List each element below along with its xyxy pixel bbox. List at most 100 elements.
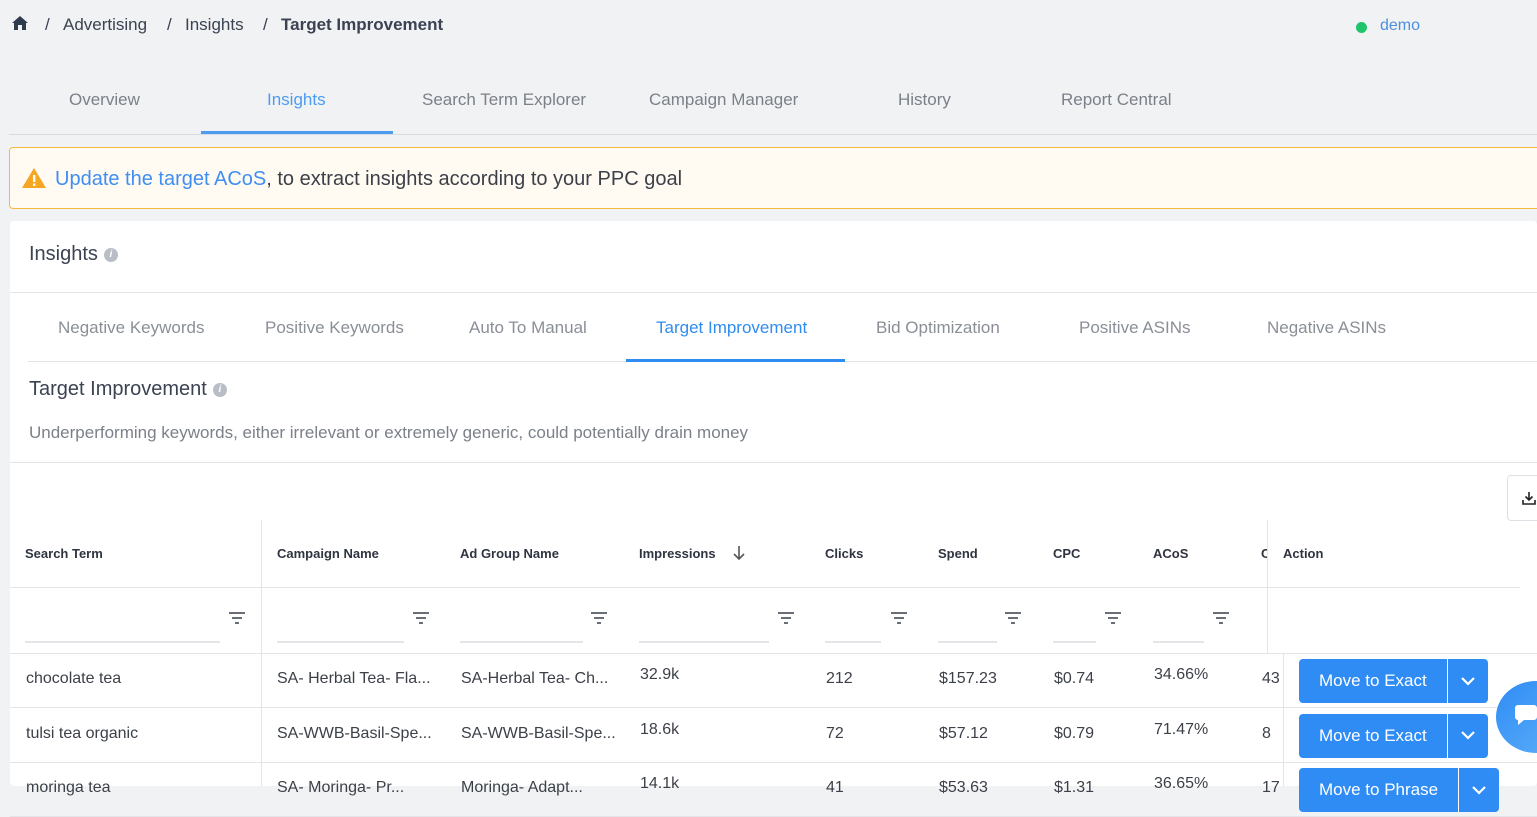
spend-cell: $157.23 [939, 670, 997, 687]
campaign-name-filter-input[interactable] [277, 641, 404, 643]
spend-filter-input[interactable] [938, 641, 997, 643]
subtab-negative-asins[interactable]: Negative ASINs [1267, 318, 1387, 337]
ad-group-name-cell: SA-Herbal Tea- Ch... [461, 670, 609, 687]
search-term-filter-input[interactable] [25, 641, 220, 643]
tab-insights[interactable]: Insights [267, 90, 326, 109]
subtab-negative-keywords[interactable]: Negative Keywords [58, 318, 205, 337]
subtab-positive-asins[interactable]: Positive ASINs [1079, 318, 1191, 337]
subtab-positive-keywords[interactable]: Positive Keywords [265, 318, 404, 337]
spend-cell: $57.12 [939, 724, 988, 742]
warning-icon [22, 168, 46, 188]
chat-icon [1515, 705, 1537, 725]
column-header-impressions[interactable]: Impressions [639, 546, 716, 561]
filter-divider [10, 653, 1537, 654]
action-split-button[interactable]: Move to Exact [1299, 659, 1488, 703]
subtab-auto-to-manual[interactable]: Auto To Manual [469, 318, 587, 337]
acos-cell: 36.65% [1154, 775, 1209, 792]
tab-history[interactable]: History [898, 90, 951, 109]
column-header-c[interactable]: C [1261, 546, 1267, 561]
filter-icon[interactable] [778, 612, 794, 626]
download-icon [1522, 492, 1536, 505]
column-header-search-term[interactable]: Search Term [25, 546, 103, 561]
info-icon[interactable]: i [212, 382, 227, 397]
sort-descending-icon[interactable] [732, 545, 746, 561]
search-term-cell: tulsi tea organic [26, 724, 139, 742]
row-divider [10, 707, 1537, 708]
clicks-cell: 41 [826, 779, 844, 796]
ad-group-filter-input[interactable] [460, 641, 583, 643]
action-split-button[interactable]: Move to Exact [1299, 713, 1488, 758]
column-header-cpc[interactable]: CPC [1053, 546, 1081, 561]
column-header-acos[interactable]: ACoS [1153, 546, 1189, 561]
info-icon[interactable]: i [103, 247, 118, 262]
filter-icon[interactable] [229, 612, 245, 626]
subtab-target-improvement[interactable]: Target Improvement [656, 318, 808, 337]
tab-overview[interactable]: Overview [69, 90, 140, 109]
download-button[interactable] [1507, 475, 1537, 521]
subtab-active-indicator [626, 359, 845, 362]
c-cell: 43 [1262, 670, 1280, 687]
filter-icon[interactable] [891, 612, 907, 626]
impressions-cell: 32.9k [640, 666, 680, 683]
cpc-cell: $0.74 [1054, 670, 1095, 687]
column-header-ad-group-name[interactable]: Ad Group Name [460, 546, 559, 561]
column-header-spend[interactable]: Spend [938, 546, 978, 561]
clicks-cell: 212 [826, 670, 853, 687]
chevron-down-icon[interactable] [1448, 731, 1488, 740]
filter-icon[interactable] [591, 612, 607, 626]
subtab-bid-optimization[interactable]: Bid Optimization [876, 318, 1000, 337]
home-icon[interactable] [11, 15, 29, 31]
action-split-button[interactable]: Move to Phrase [1299, 768, 1500, 812]
cpc-filter-input[interactable] [1053, 641, 1096, 643]
search-term-cell: moringa tea [26, 779, 111, 796]
nav-divider [9, 134, 1537, 135]
acos-cell: 71.47% [1154, 720, 1209, 738]
filter-icon[interactable] [413, 612, 429, 626]
chevron-down-icon[interactable] [1448, 676, 1488, 686]
spend-cell: $53.63 [939, 779, 988, 796]
impressions-cell: 14.1k [640, 775, 680, 792]
impressions-cell: 18.6k [640, 720, 680, 738]
column-header-campaign-name[interactable]: Campaign Name [277, 546, 379, 561]
filter-icon[interactable] [1213, 612, 1229, 626]
filter-icon[interactable] [1005, 612, 1021, 626]
clicks-cell: 72 [826, 724, 844, 742]
online-status-icon [1356, 22, 1367, 33]
clicks-filter-input[interactable] [825, 641, 881, 643]
divider [10, 462, 1537, 463]
breadcrumb-separator: / [167, 15, 172, 34]
tab-search-term-explorer[interactable]: Search Term Explorer [422, 90, 587, 109]
section-description: Underperforming keywords, either irrelev… [29, 423, 749, 442]
column-header-clicks[interactable]: Clicks [825, 546, 864, 561]
action-button[interactable]: Move to Exact [1299, 713, 1448, 758]
user-menu[interactable]: demo [1380, 17, 1421, 34]
action-button[interactable]: Move to Exact [1299, 659, 1448, 703]
update-target-acos-link[interactable]: Update the target ACoS [55, 168, 267, 190]
column-divider [1283, 653, 1284, 786]
acos-filter-input[interactable] [1153, 641, 1204, 643]
campaign-name-cell: SA- Moringa- Pr... [277, 779, 405, 796]
tab-campaign-manager[interactable]: Campaign Manager [649, 90, 799, 109]
breadcrumb-separator: / [263, 15, 268, 34]
chevron-down-icon[interactable] [1459, 785, 1499, 795]
section-title: Target Improvement i [29, 378, 227, 401]
insights-card [10, 221, 1537, 786]
tab-report-central[interactable]: Report Central [1061, 90, 1172, 109]
ad-group-name-cell: Moringa- Adapt... [461, 779, 583, 796]
nav-active-indicator [201, 131, 393, 134]
breadcrumb-separator: / [45, 15, 50, 34]
filter-icon[interactable] [1105, 612, 1121, 626]
search-term-cell: chocolate tea [26, 670, 122, 687]
breadcrumb-insights[interactable]: Insights [185, 15, 244, 34]
action-button[interactable]: Move to Phrase [1299, 768, 1460, 812]
divider [10, 292, 1537, 293]
breadcrumb-advertising[interactable]: Advertising [63, 15, 148, 34]
column-header-action: Action [1283, 546, 1324, 561]
breadcrumb-current: Target Improvement [281, 15, 444, 34]
campaign-name-cell: SA- Herbal Tea- Fla... [277, 670, 431, 687]
alert-text: , to extract insights according to your … [266, 168, 683, 190]
campaign-name-cell: SA-WWB-Basil-Spe... [277, 724, 432, 742]
cpc-cell: $0.79 [1054, 724, 1095, 742]
impressions-filter-input[interactable] [639, 641, 769, 643]
insights-heading: Insights i [29, 243, 118, 266]
